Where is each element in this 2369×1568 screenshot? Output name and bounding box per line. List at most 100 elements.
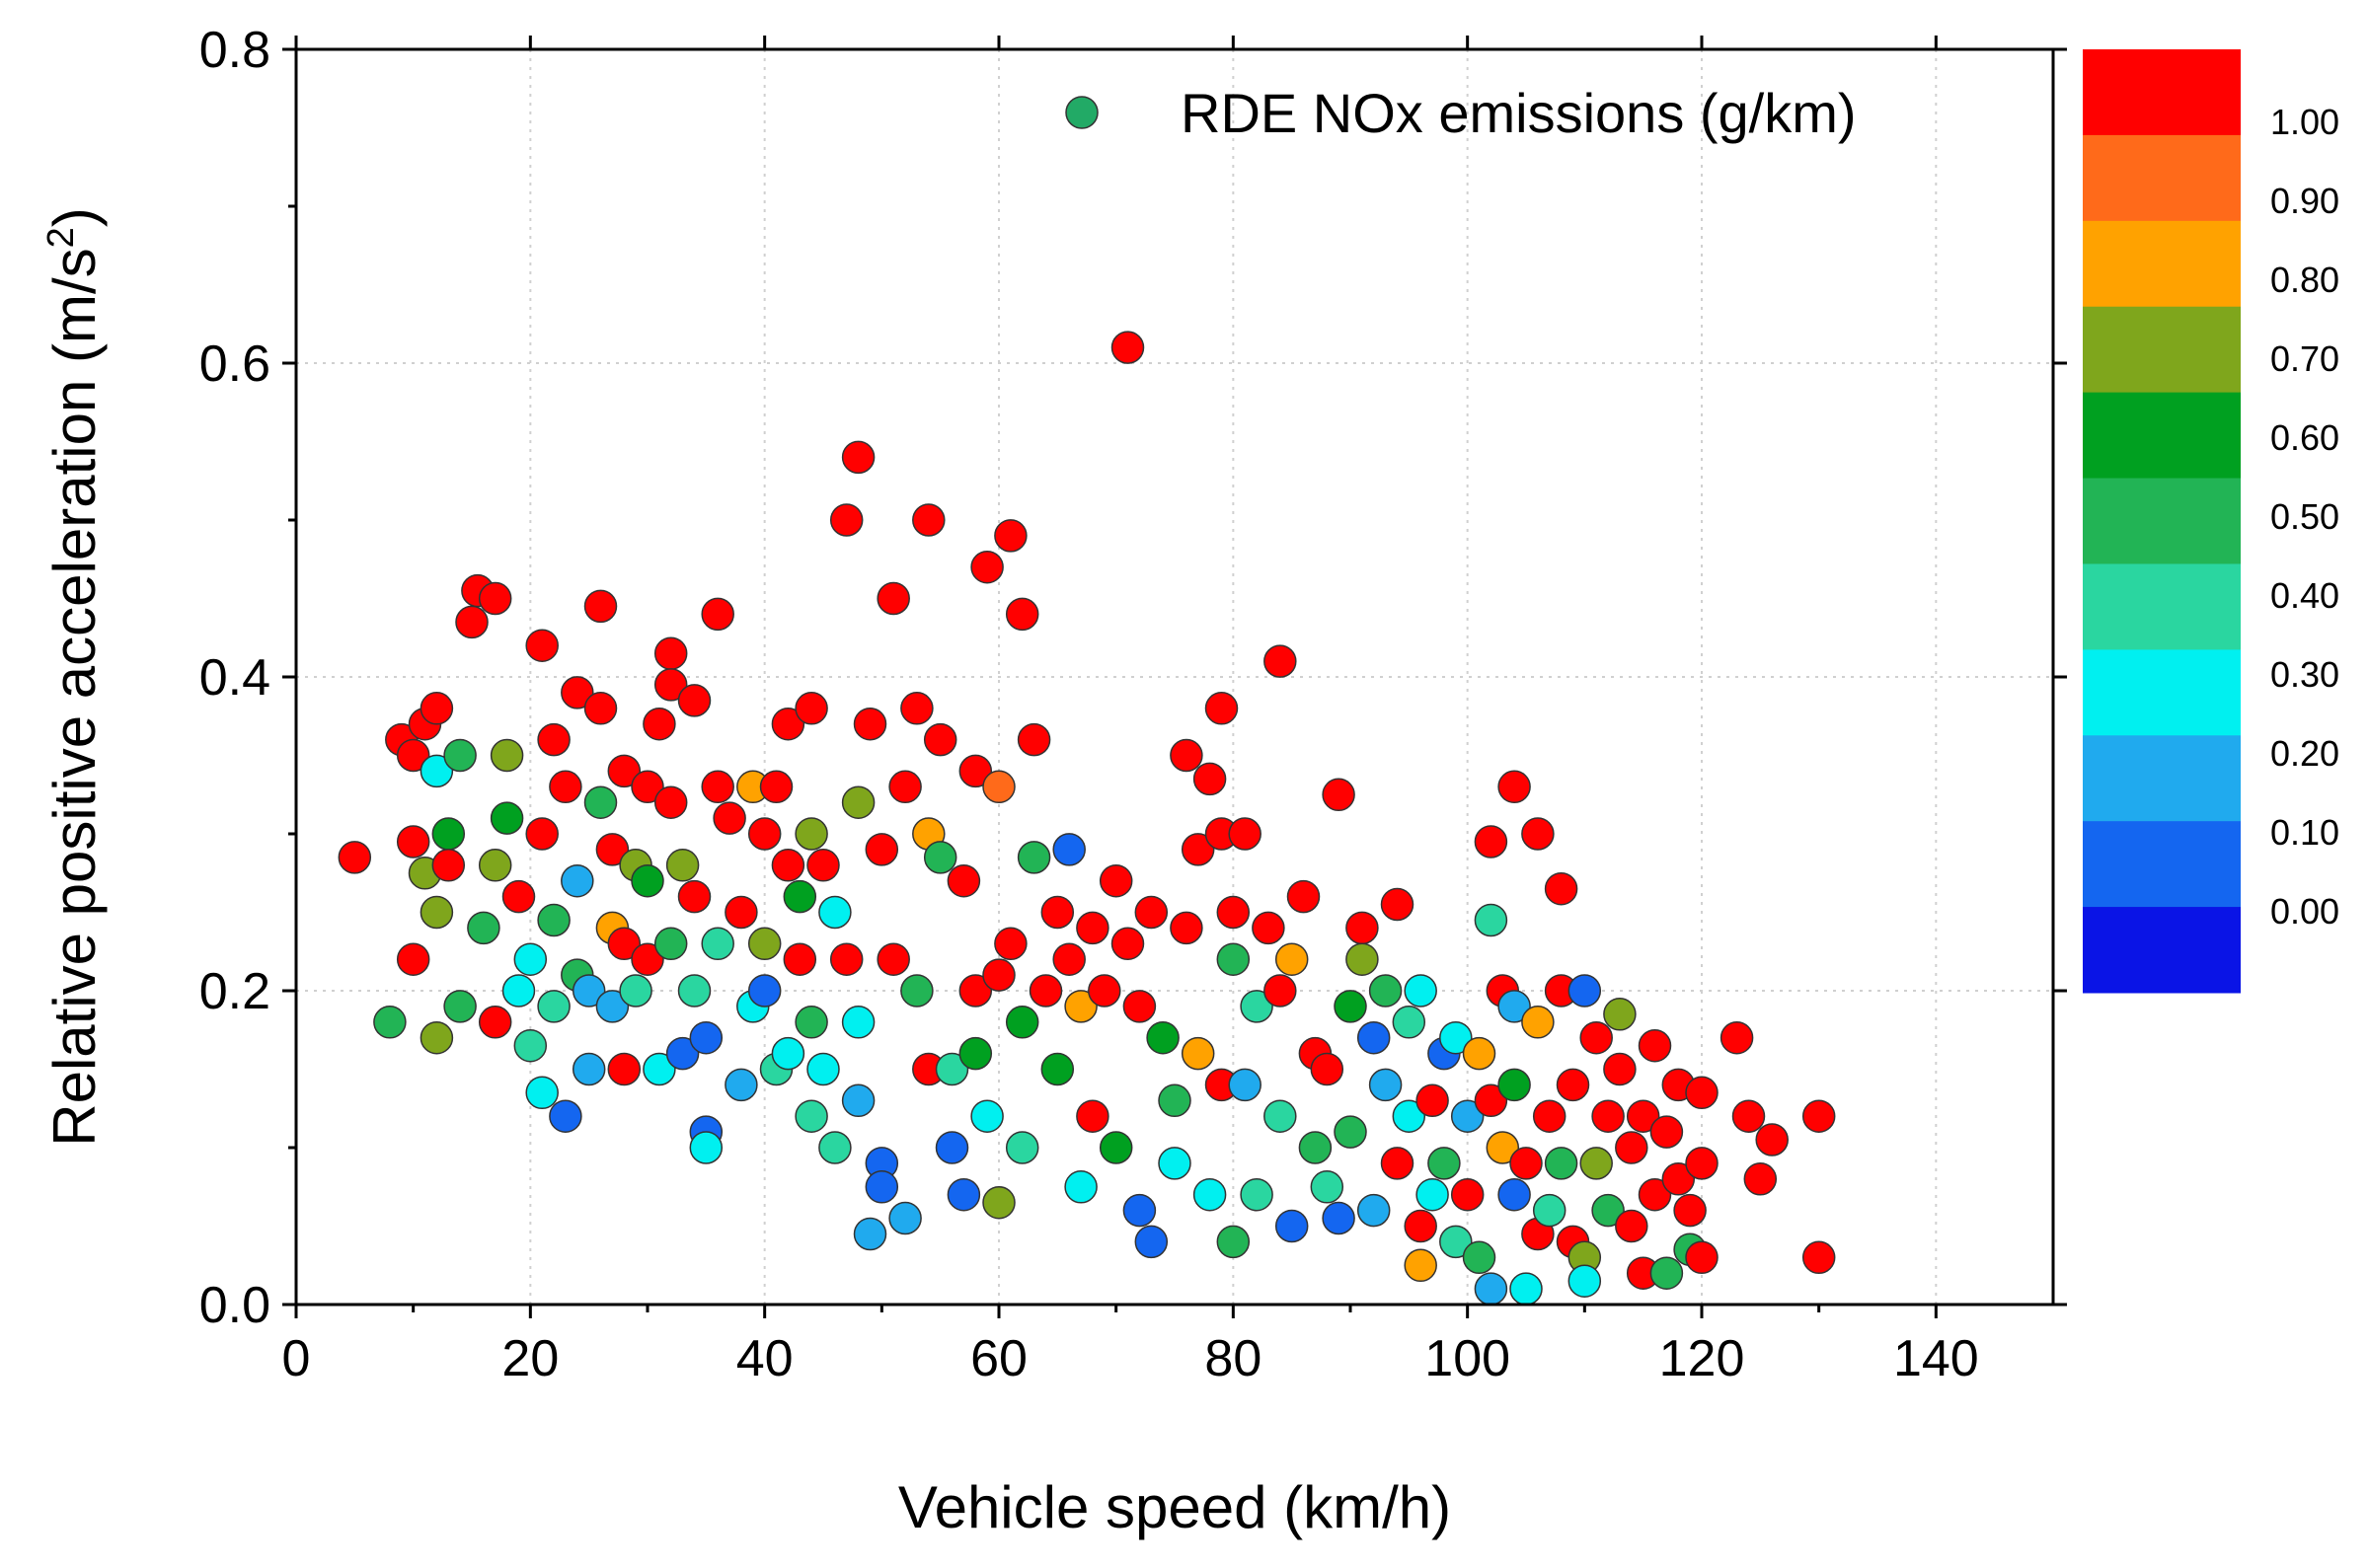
- scatter-point: [537, 990, 571, 1023]
- scatter-point: [595, 990, 630, 1023]
- colorbar-label: 0.60: [2270, 417, 2339, 458]
- scatter-point: [1673, 1193, 1707, 1228]
- scatter-point: [1615, 1131, 1648, 1164]
- scatter-point: [1334, 1115, 1367, 1149]
- scatter-point: [1439, 1225, 1473, 1259]
- scatter-point: [1486, 1131, 1520, 1164]
- scatter-point: [1521, 817, 1555, 851]
- scatter-point: [958, 974, 993, 1008]
- scatter-point: [1450, 1099, 1485, 1133]
- scatter-point: [431, 817, 466, 851]
- scatter-point: [1192, 762, 1227, 796]
- x-tick-label: 140: [1893, 1330, 1979, 1387]
- scatter-point: [865, 1170, 899, 1204]
- scatter-point: [771, 849, 805, 882]
- scatter-point: [1719, 1020, 1754, 1055]
- scatter-point: [1743, 1162, 1778, 1196]
- scatter-point: [1122, 990, 1157, 1023]
- scatter-point: [1567, 974, 1602, 1008]
- scatter-point: [912, 503, 946, 537]
- scatter-point: [420, 895, 454, 930]
- scatter-point: [1158, 1083, 1191, 1118]
- y-axis-title-superscript: 2: [40, 227, 82, 248]
- scatter-point: [888, 1201, 922, 1235]
- scatter-point: [420, 1020, 454, 1055]
- scatter-point: [701, 770, 734, 804]
- scatter-point: [947, 1177, 981, 1212]
- scatter-point: [1368, 974, 1403, 1008]
- scatter-point: [1603, 1052, 1637, 1086]
- scatter-point: [1404, 1248, 1437, 1283]
- scatter-point: [1263, 974, 1297, 1008]
- colorbar-band: [2083, 478, 2241, 564]
- scatter-point: [1334, 990, 1367, 1023]
- colorbar-label: 0.70: [2270, 338, 2339, 379]
- scatter-point: [1638, 1177, 1672, 1212]
- scatter-point: [583, 692, 618, 725]
- x-tick-label: 0: [282, 1330, 311, 1387]
- scatter-point: [1310, 1170, 1344, 1204]
- scatter-point: [1005, 597, 1039, 632]
- scatter-point: [1040, 1052, 1075, 1086]
- scatter-point: [1110, 331, 1145, 364]
- scatter-point: [1801, 1240, 1836, 1275]
- scatter-point: [537, 903, 571, 937]
- scatter-point: [853, 707, 887, 741]
- scatter-point: [1404, 1209, 1437, 1243]
- scatter-point: [1462, 1240, 1496, 1275]
- scatter-point: [923, 722, 957, 757]
- scatter-point: [1579, 1020, 1613, 1055]
- scatter-point: [900, 974, 934, 1008]
- scatter-point: [1240, 990, 1273, 1023]
- scatter-point: [982, 1185, 1016, 1220]
- scatter-point: [1240, 1177, 1273, 1212]
- scatter-point: [1322, 1201, 1355, 1235]
- scatter-point: [1345, 911, 1379, 945]
- scatter-point: [1181, 1036, 1215, 1071]
- y-tick-label: 0.8: [199, 22, 270, 79]
- y-axis-title: Relative positive acceleration (m/s2): [40, 207, 108, 1147]
- scatter-point: [373, 1006, 407, 1039]
- scatter-point: [994, 519, 1028, 553]
- scatter-point: [1591, 1099, 1625, 1133]
- scatter-point: [1603, 998, 1637, 1031]
- colorbar-band: [2083, 220, 2241, 308]
- colorbar-label: 0.30: [2270, 654, 2339, 695]
- scatter-point: [1228, 817, 1261, 851]
- scatter-point: [1450, 1177, 1485, 1212]
- scatter-point: [841, 440, 876, 475]
- colorbar-label: 0.90: [2270, 181, 2339, 221]
- scatter-point: [1040, 895, 1075, 930]
- scatter-point: [420, 754, 454, 788]
- scatter-point: [1532, 1193, 1567, 1228]
- colorbar-label: 0.10: [2270, 812, 2339, 853]
- scatter-point: [431, 849, 466, 882]
- scatter-point: [665, 1036, 700, 1071]
- colorbar-bands: [2083, 49, 2241, 994]
- scatter-point: [1216, 1225, 1251, 1259]
- scatter-point: [689, 1020, 724, 1055]
- y-tick-label: 0.0: [199, 1277, 270, 1334]
- scatter-point: [865, 833, 899, 866]
- x-tick-label: 40: [736, 1330, 794, 1387]
- scatter-point: [631, 942, 664, 976]
- scatter-point: [572, 1052, 606, 1086]
- scatter-point: [1029, 974, 1063, 1008]
- scatter-point: [478, 581, 512, 616]
- scatter-point: [653, 636, 688, 670]
- scatter-point: [771, 707, 805, 741]
- scatter-point: [513, 942, 548, 976]
- scatter-point: [1345, 942, 1379, 976]
- scatter-point: [1731, 1099, 1766, 1133]
- scatter-point: [396, 738, 430, 773]
- scatter-point: [1286, 879, 1321, 914]
- scatter-point: [653, 927, 688, 961]
- scatter-point: [1380, 1147, 1414, 1180]
- scatter-point: [396, 825, 430, 859]
- data-points: [338, 331, 1836, 1306]
- x-tick-label: 20: [501, 1330, 559, 1387]
- x-tick-label: 80: [1204, 1330, 1261, 1387]
- scatter-point: [877, 942, 910, 976]
- scatter-point: [490, 801, 524, 835]
- scatter-point: [935, 1131, 969, 1164]
